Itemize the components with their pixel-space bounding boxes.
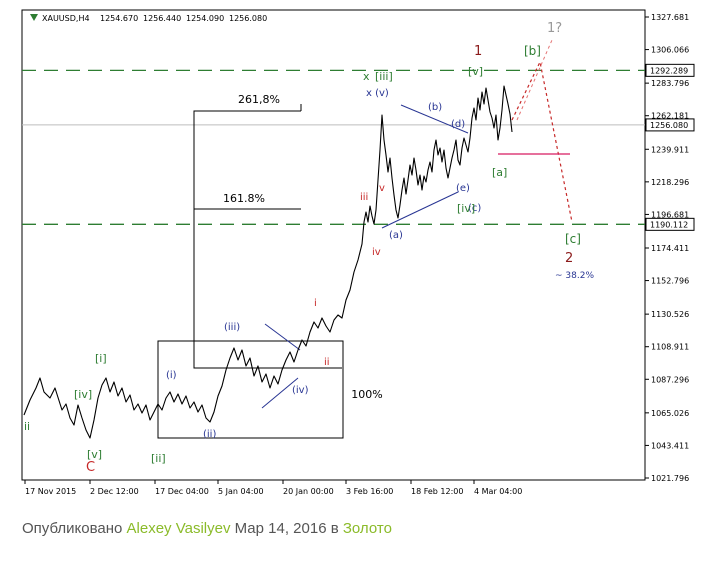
y-tick-label: 1108.911 (651, 343, 689, 352)
y-tick-label: 1327.681 (651, 13, 689, 22)
y-tick-label: 1262.181 (651, 112, 689, 121)
wave-label: (c) (468, 203, 481, 214)
wave-label: [a] (492, 166, 507, 179)
footer-date: Мар 14, 2016 в (230, 520, 343, 537)
wave-label: ii (324, 357, 330, 368)
category-link[interactable]: Золото (342, 520, 392, 537)
price-chart: XAUUSD,H4 1254.670 1256.440 1254.090 125… (21, 9, 695, 496)
level-price-label: 1292.289 (650, 66, 688, 75)
chart-title: XAUUSD,H4 (42, 14, 90, 23)
y-tick-label: 1174.411 (651, 244, 689, 253)
wave-label: ~ 38.2% (555, 271, 594, 281)
wave-label: (d) (451, 119, 465, 130)
x-tick-label: 17 Nov 2015 (25, 487, 76, 496)
y-tick-label: 1087.296 (651, 375, 689, 384)
wave-label: (i) (166, 370, 177, 381)
x-tick-label: 20 Jan 00:00 (283, 487, 334, 496)
y-tick-label: 1043.411 (651, 441, 689, 450)
wave-label: v (379, 183, 385, 194)
wave-label: iii (360, 192, 368, 203)
trend-lines (261, 104, 469, 409)
fib-label-261: 261,8% (238, 93, 280, 106)
wave-label: (a) (389, 230, 403, 241)
wave-labels: ii[iv][i][v]C(i)[ii](ii)(iii)(iv)iiiiiii… (24, 21, 594, 475)
ohlc-open: 1254.670 (100, 14, 138, 23)
wave-label: (ii) (203, 429, 216, 440)
x-tick-label: 18 Feb 12:00 (411, 487, 463, 496)
wave-label: [iv] (74, 388, 92, 401)
wave-label: [b] (524, 44, 541, 58)
ohlc-high: 1256.440 (143, 14, 181, 23)
current-price-label: 1256.080 (650, 121, 688, 130)
wave-label: 2 (565, 251, 573, 266)
wave-label: [ii] (151, 452, 166, 465)
y-tick-label: 1152.796 (651, 277, 689, 286)
fib-label-100: 100% (351, 388, 382, 401)
wave-label: [iii] (375, 70, 393, 83)
y-tick-label: 1130.526 (651, 310, 689, 319)
x-axis: 17 Nov 2015 2 Dec 12:00 17 Dec 04:00 5 Jan … (24, 480, 522, 496)
footer-prefix: Опубликовано (22, 520, 127, 537)
plot-area (21, 9, 646, 481)
level-price-box (645, 63, 695, 77)
y-tick-label: 1021.796 (651, 474, 689, 483)
fibonacci-grid (157, 104, 344, 439)
wave-label: [v] (87, 448, 102, 461)
author-link[interactable]: Alexey Vasilyev (126, 520, 231, 537)
level-price-box (645, 217, 695, 231)
wave-label: i (314, 298, 317, 309)
ohlc-close: 1256.080 (229, 14, 267, 23)
y-tick-label: 1196.681 (651, 210, 689, 219)
collapse-arrow-icon[interactable] (30, 14, 38, 21)
wave-label: 1? (547, 21, 562, 36)
price-series (23, 85, 513, 439)
x-tick-label: 4 Mar 04:00 (474, 487, 522, 496)
ohlc-low: 1254.090 (186, 14, 224, 23)
x-tick-label: 2 Dec 12:00 (90, 487, 139, 496)
projection-paths (498, 39, 573, 223)
y-tick-label: 1306.066 (651, 46, 689, 55)
current-price-box (645, 118, 695, 132)
publication-footer: Опубликовано Alexey Vasilyev Мар 14, 201… (22, 520, 392, 537)
wave-label: [v] (468, 65, 483, 78)
wave-label: [iv] (457, 202, 475, 215)
x-tick-label: 5 Jan 04:00 (218, 487, 264, 496)
wave-label: (iii) (224, 322, 240, 333)
chart-canvas: XAUUSD,H4 1254.670 1256.440 1254.090 125… (21, 9, 695, 496)
wave-label: ii (24, 420, 30, 433)
wave-label: 1 (474, 44, 482, 59)
wave-label: x (363, 70, 370, 83)
wave-label: x (v) (366, 88, 389, 99)
y-tick-label: 1218.296 (651, 178, 689, 187)
x-tick-label: 17 Dec 04:00 (155, 487, 209, 496)
wave-label: [i] (95, 352, 107, 365)
wave-label: C (86, 460, 95, 475)
wave-label: (e) (456, 183, 470, 194)
y-axis: 1327.681 1306.066 1283.796 1262.181 1239.911… (645, 13, 689, 483)
wave-label: (b) (428, 102, 442, 113)
x-tick-label: 3 Feb 16:00 (346, 487, 393, 496)
level-price-label: 1190.112 (650, 220, 688, 229)
wave-label: (iv) (292, 385, 309, 396)
wave-label: iv (372, 247, 381, 258)
y-tick-label: 1065.026 (651, 409, 689, 418)
y-tick-label: 1283.796 (651, 79, 689, 88)
fib-label-161: 161.8% (223, 192, 265, 205)
wave-label: [c] (565, 232, 581, 246)
y-tick-label: 1239.911 (651, 145, 689, 154)
